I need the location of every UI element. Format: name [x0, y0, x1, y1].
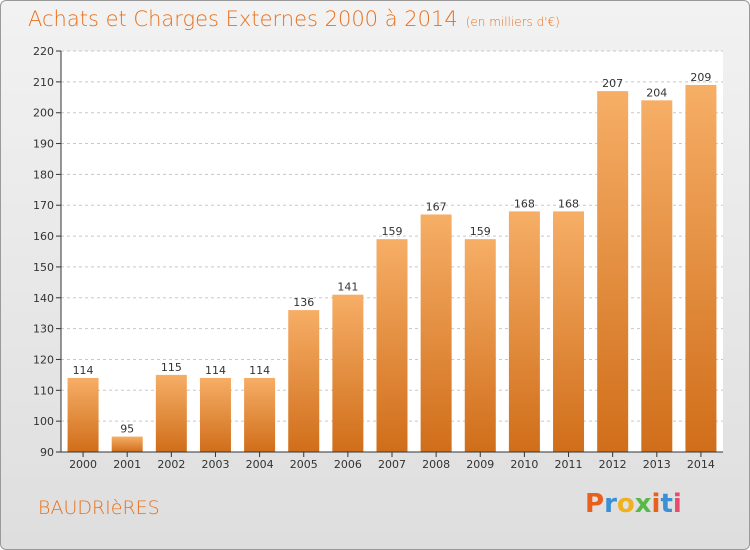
bar-value-label: 141 [337, 281, 358, 294]
chart-title-text: Achats et Charges Externes 2000 à 2014 [28, 7, 458, 31]
logo-letter: t [660, 489, 673, 519]
bar-value-label: 207 [602, 77, 623, 90]
bar-value-label: 115 [161, 361, 182, 374]
bar [332, 294, 364, 452]
bar [376, 239, 408, 452]
bar [67, 377, 99, 452]
x-tick-label: 2006 [334, 458, 362, 471]
x-tick-label: 2004 [246, 458, 274, 471]
bar [685, 84, 717, 452]
y-tick-label: 140 [33, 292, 54, 305]
y-tick-label: 110 [33, 384, 54, 397]
x-tick-label: 2013 [643, 458, 671, 471]
x-tick-label: 2011 [555, 458, 583, 471]
bar-value-label: 159 [382, 225, 403, 238]
y-tick-label: 130 [33, 323, 54, 336]
bar [420, 214, 452, 452]
y-tick-label: 210 [33, 76, 54, 89]
y-axis: 90 100 110 120 130 140 150 160 170 180 190 200 210 22… [33, 45, 62, 459]
x-axis: 2000 2001 2002 2003 2004 2005 2006 2007 2008 2009… [61, 451, 723, 471]
y-tick-label: 120 [33, 353, 54, 366]
bar-value-label: 114 [205, 364, 226, 377]
bar-value-label: 95 [120, 423, 134, 436]
bar [508, 211, 540, 452]
bar-value-label: 114 [249, 364, 270, 377]
y-tick-label: 170 [33, 199, 54, 212]
bar [244, 377, 276, 452]
bar-value-label: 168 [558, 197, 579, 210]
bar-value-label: 204 [646, 86, 667, 99]
logo-letter: o [616, 489, 635, 519]
bar [155, 374, 187, 452]
chart-title: Achats et Charges Externes 2000 à 2014 (e… [28, 7, 560, 31]
bar-value-label: 209 [690, 71, 711, 84]
bar-value-labels: 114 95 115 114 114 136 141 159 167 159 168 168 207 20… [73, 71, 712, 436]
logo-letter: P [585, 489, 605, 519]
logo-letter: i [651, 489, 661, 519]
bar [199, 377, 231, 452]
x-tick-label: 2014 [687, 458, 715, 471]
bar [288, 310, 320, 452]
bar-value-label: 168 [514, 197, 535, 210]
x-tick-label: 2002 [157, 458, 185, 471]
chart-unit: (en milliers d'€) [465, 15, 560, 29]
x-tick-label: 2009 [466, 458, 494, 471]
x-tick-label: 2008 [422, 458, 450, 471]
bar [553, 211, 585, 452]
proxiti-logo: Proxiti [585, 489, 682, 519]
logo-letter: x [634, 489, 652, 519]
bar-value-label: 114 [73, 364, 94, 377]
x-tick-label: 2001 [113, 458, 141, 471]
x-tick-label: 2007 [378, 458, 406, 471]
x-tick-label: 2012 [599, 458, 627, 471]
y-tick-label: 150 [33, 261, 54, 274]
bar [111, 436, 143, 452]
bar-value-label: 136 [293, 296, 314, 309]
bar [641, 100, 673, 452]
y-tick-label: 100 [33, 415, 54, 428]
y-tick-label: 180 [33, 168, 54, 181]
logo-letter: r [604, 489, 617, 519]
logo-letter: i [672, 489, 682, 519]
bar [597, 91, 629, 452]
x-tick-label: 2010 [510, 458, 538, 471]
bar-value-label: 159 [470, 225, 491, 238]
y-tick-label: 190 [33, 138, 54, 151]
x-tick-label: 2003 [201, 458, 229, 471]
y-tick-label: 220 [33, 45, 54, 58]
bar-value-label: 167 [426, 200, 447, 213]
bar [464, 239, 496, 452]
commune-name: BAUDRIèRES [38, 497, 160, 519]
y-tick-label: 160 [33, 230, 54, 243]
bars [67, 84, 717, 452]
y-tick-label: 200 [33, 107, 54, 120]
x-tick-label: 2000 [69, 458, 97, 471]
x-tick-label: 2005 [290, 458, 318, 471]
y-tick-label: 90 [40, 446, 54, 459]
